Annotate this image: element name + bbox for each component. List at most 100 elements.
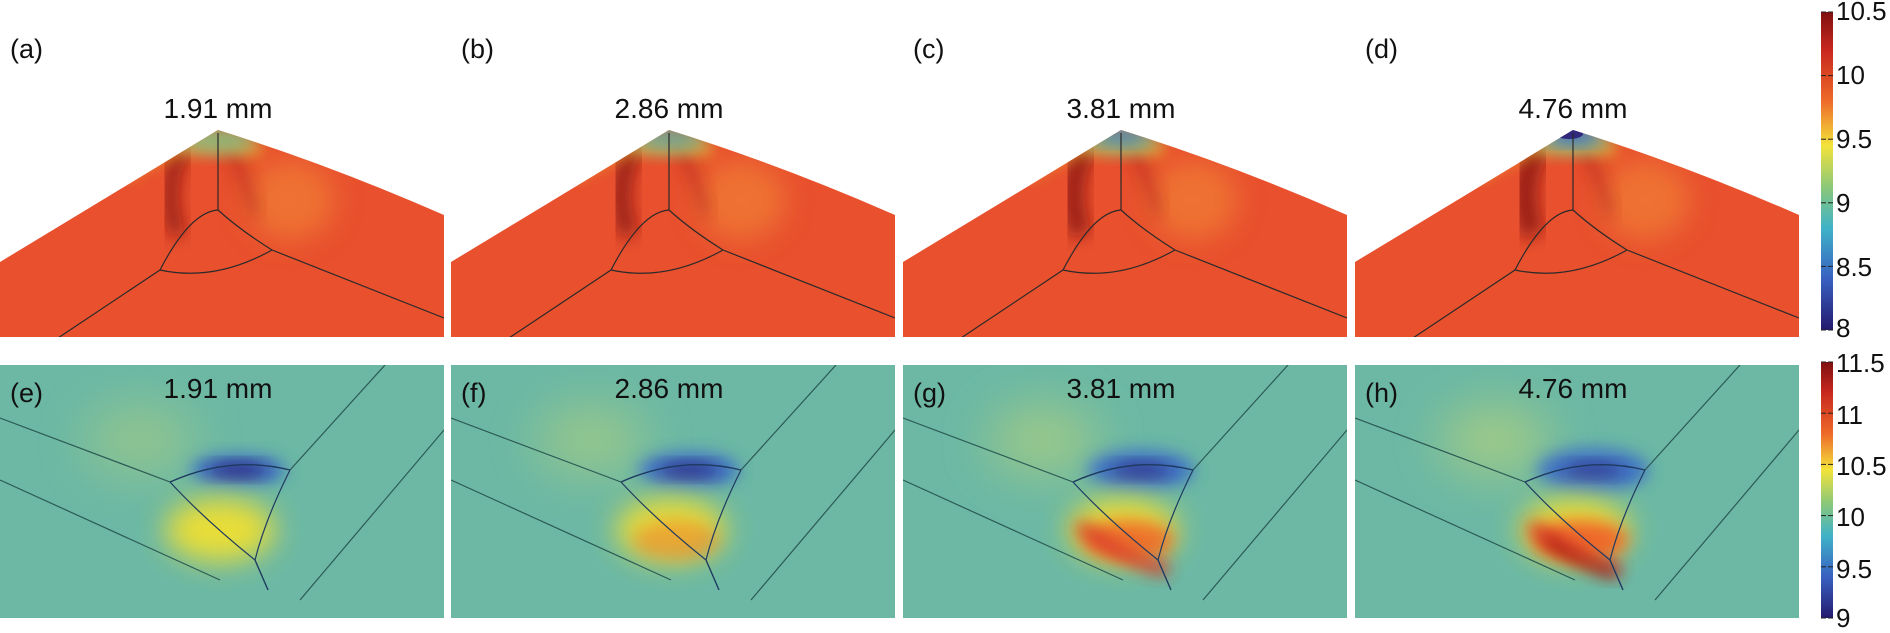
panel-title: 3.81 mm bbox=[1067, 373, 1176, 404]
mesh-line bbox=[1072, 463, 1194, 483]
panel-a: (a) 1.91 mm bbox=[0, 34, 444, 337]
panel-e: (e) 1.91 mm bbox=[0, 365, 444, 618]
halo bbox=[85, 405, 195, 475]
mesh-line bbox=[451, 417, 622, 483]
panel-title: 4.76 mm bbox=[1519, 93, 1628, 124]
panel-letter: (e) bbox=[10, 378, 43, 408]
body-fill bbox=[903, 365, 1347, 618]
body-fill bbox=[451, 130, 895, 337]
panel-letter: (h) bbox=[1365, 378, 1398, 408]
mesh-line bbox=[610, 249, 724, 274]
mesh-line bbox=[271, 249, 444, 319]
high-red bbox=[1525, 519, 1622, 577]
body-fill bbox=[1355, 365, 1799, 618]
mesh-line bbox=[1174, 249, 1347, 319]
mesh-line bbox=[957, 269, 1064, 337]
panel-letter: (a) bbox=[10, 34, 43, 64]
halo bbox=[988, 405, 1098, 475]
colorbar-gradient bbox=[1821, 12, 1833, 330]
contour-plot bbox=[451, 365, 895, 618]
tip-darkblue bbox=[1555, 130, 1583, 139]
panel-letter: (g) bbox=[913, 378, 946, 408]
mesh-line bbox=[705, 559, 720, 591]
mesh-line bbox=[1609, 559, 1624, 591]
mesh-line bbox=[620, 481, 707, 561]
panel-title: 1.91 mm bbox=[164, 93, 273, 124]
panel-letter: (d) bbox=[1365, 34, 1398, 64]
panel-letter: (f) bbox=[461, 378, 486, 408]
contour-plot bbox=[1355, 365, 1799, 618]
mesh-line bbox=[1062, 249, 1176, 274]
mesh-line bbox=[903, 479, 1124, 581]
mesh-line bbox=[169, 463, 291, 483]
mesh-line bbox=[1626, 249, 1799, 319]
mesh-line bbox=[254, 559, 269, 591]
panel-title: 3.81 mm bbox=[1067, 93, 1176, 124]
mesh-line bbox=[1654, 429, 1799, 601]
colorbar-tick: 10 bbox=[1836, 60, 1865, 90]
mesh-line bbox=[1202, 429, 1347, 601]
contour-plot bbox=[903, 130, 1347, 337]
colorbar-tick: 9 bbox=[1836, 603, 1850, 633]
panel-g: (g) 3.81 mm bbox=[903, 365, 1347, 618]
panel-c: (c) 3.81 mm bbox=[903, 34, 1347, 337]
colorbar-bottom: 11.5 11 10.5 10 9.5 9 bbox=[1821, 348, 1887, 633]
colorbar-tick: 11.5 bbox=[1836, 348, 1885, 378]
mesh-line bbox=[217, 209, 273, 251]
body-fill bbox=[0, 130, 444, 337]
panel-title: 2.86 mm bbox=[615, 373, 724, 404]
warm-region bbox=[1148, 160, 1238, 240]
mesh-line bbox=[668, 209, 724, 251]
mesh-line bbox=[0, 417, 171, 483]
contour-plot bbox=[903, 365, 1347, 618]
field-layer bbox=[903, 365, 1347, 601]
warm-region bbox=[696, 160, 786, 240]
mesh-line bbox=[299, 429, 444, 601]
mesh-line bbox=[0, 479, 221, 581]
warm-region bbox=[245, 160, 335, 240]
contour-plot bbox=[451, 130, 895, 337]
mesh-line bbox=[705, 469, 742, 561]
mesh-line bbox=[1514, 209, 1574, 271]
mesh-line bbox=[1572, 209, 1628, 251]
panel-h: (h) 4.76 mm bbox=[1355, 365, 1799, 618]
mesh-line bbox=[1355, 417, 1526, 483]
mesh-line bbox=[159, 249, 273, 274]
panel-title: 4.76 mm bbox=[1519, 373, 1628, 404]
mesh-line bbox=[1120, 209, 1176, 251]
colorbar-gradient bbox=[1821, 362, 1833, 618]
colorbar-top: 10.5 10 9.5 9 8.5 8 bbox=[1821, 0, 1887, 343]
colorbar-tick: 10.5 bbox=[1836, 0, 1887, 26]
body-fill bbox=[903, 130, 1347, 337]
colorbar-tick: 10 bbox=[1836, 502, 1865, 532]
mesh-line bbox=[610, 209, 670, 271]
panel-title: 1.91 mm bbox=[164, 373, 273, 404]
mesh-line bbox=[722, 249, 895, 319]
mesh-line bbox=[1062, 209, 1122, 271]
halo bbox=[536, 405, 646, 475]
body-fill bbox=[0, 365, 444, 618]
field-layer bbox=[0, 365, 444, 601]
mesh-line bbox=[451, 479, 672, 581]
mesh-line bbox=[1514, 249, 1628, 274]
panel-letter: (c) bbox=[913, 34, 944, 64]
colorbar-tick: 9 bbox=[1836, 188, 1850, 218]
mesh-line bbox=[254, 469, 291, 561]
colorbar-tick: 11 bbox=[1836, 400, 1863, 430]
colorbar-tick: 8 bbox=[1836, 313, 1850, 343]
panel-f: (f) 2.86 mm bbox=[451, 365, 895, 618]
mesh-line bbox=[1409, 269, 1516, 337]
mesh-line bbox=[1192, 365, 1289, 471]
mesh-line bbox=[1609, 469, 1646, 561]
panel-title: 2.86 mm bbox=[615, 93, 724, 124]
panel-d: (d) 4.76 mm bbox=[1355, 34, 1799, 337]
colorbar-tick: 9.5 bbox=[1836, 554, 1872, 584]
halo bbox=[1440, 405, 1550, 475]
mesh-line bbox=[1524, 463, 1646, 483]
high-red bbox=[1073, 519, 1170, 577]
body-fill bbox=[451, 365, 895, 618]
mesh-line bbox=[620, 463, 742, 483]
mesh-line bbox=[1157, 559, 1172, 591]
colorbar-tick: 8.5 bbox=[1836, 252, 1872, 282]
